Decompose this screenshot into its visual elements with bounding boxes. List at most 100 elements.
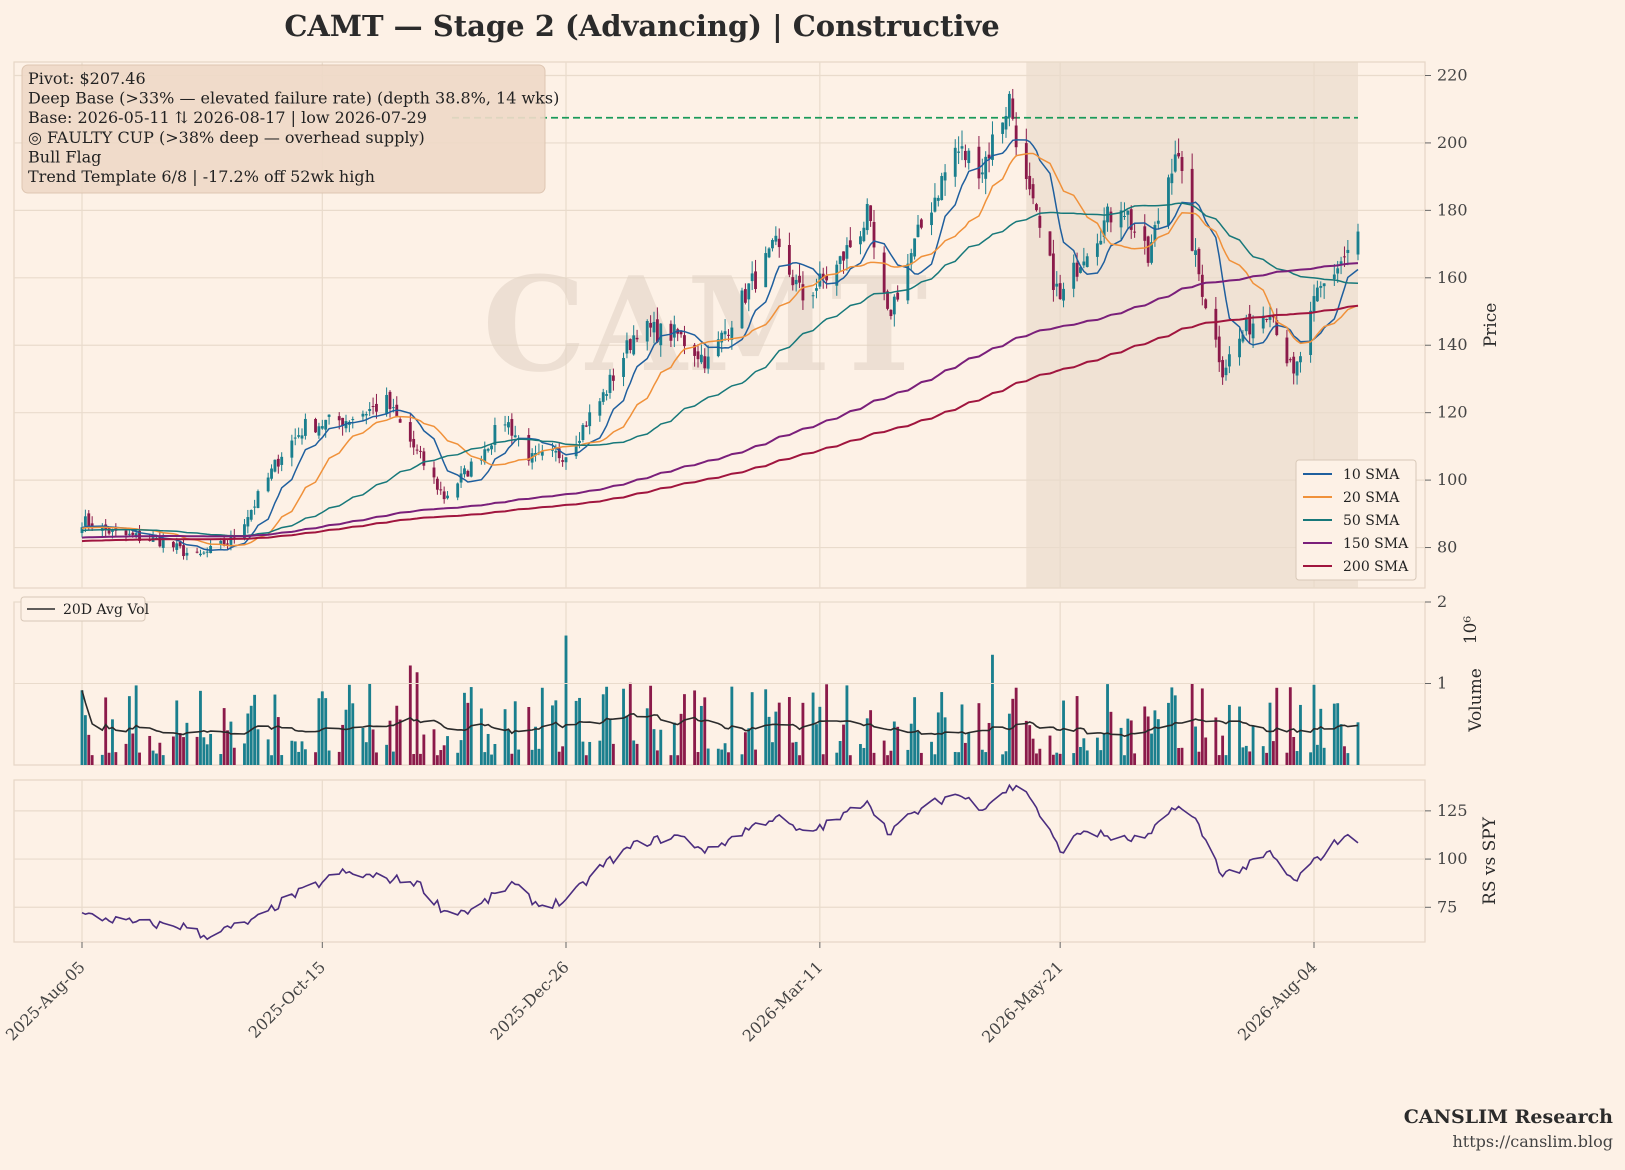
candle-body — [561, 460, 565, 462]
candle-body — [936, 197, 940, 201]
volume-bar — [1319, 708, 1323, 765]
volume-bar — [916, 731, 920, 765]
volume-bar — [253, 694, 257, 765]
legend-label-20: 20 SMA — [1343, 490, 1400, 506]
volume-bar — [229, 721, 233, 765]
volume-bar — [835, 752, 839, 765]
volume-bar — [1035, 753, 1038, 765]
candle-body — [205, 551, 209, 553]
candle-body — [273, 459, 277, 472]
candle-body — [821, 273, 825, 279]
volume-bar — [1011, 698, 1015, 765]
volume-bar — [303, 749, 307, 765]
candle-body — [124, 530, 128, 536]
volume-bar — [155, 753, 158, 765]
volume-bar — [1343, 746, 1346, 765]
volume-bar — [963, 742, 967, 765]
volume-bar — [127, 696, 131, 765]
candle-body — [683, 335, 686, 347]
candle-body — [963, 150, 967, 161]
candle-body — [1028, 175, 1032, 190]
volume-bar — [818, 706, 822, 765]
volume-bar — [1048, 735, 1052, 765]
volume-bar — [446, 736, 449, 765]
candle-body — [622, 357, 625, 377]
candle-body — [199, 553, 202, 556]
candle-body — [1190, 168, 1194, 251]
candle-body — [442, 491, 446, 500]
candle-body — [578, 440, 581, 443]
volume-bar — [886, 755, 889, 765]
volume-bar — [1248, 751, 1252, 765]
volume-bar — [415, 672, 419, 765]
price-tick-label: 180 — [1437, 200, 1468, 219]
volume-bar — [845, 685, 849, 765]
candle-body — [913, 238, 917, 257]
candle-body — [388, 391, 392, 409]
volume-bar — [388, 720, 392, 765]
candle-body — [1014, 125, 1018, 148]
volume-bar — [1332, 703, 1336, 765]
candle-body — [811, 295, 815, 297]
candle-body — [882, 252, 886, 293]
volume-bar — [1200, 688, 1204, 765]
volume-bar — [104, 697, 108, 765]
candle-body — [222, 539, 226, 546]
volume-bar — [987, 722, 991, 765]
volume-bar — [1224, 755, 1228, 765]
candle-body — [100, 525, 104, 531]
volume-bar — [706, 748, 710, 765]
candle-body — [554, 450, 558, 453]
candle-body — [1143, 226, 1147, 241]
candle-body — [869, 205, 873, 221]
candle-body — [601, 392, 605, 402]
volume-bar — [967, 732, 971, 765]
volume-bar — [1295, 751, 1299, 765]
candle-body — [1346, 249, 1350, 254]
candle-body — [764, 253, 768, 288]
volume-bar — [720, 749, 724, 765]
volume-bar — [659, 729, 663, 765]
volume-bar — [341, 724, 345, 765]
candle-body — [293, 437, 297, 439]
volume-bar — [114, 752, 118, 765]
candle-body — [1319, 286, 1323, 288]
volume-bar — [892, 721, 896, 765]
volume-bar — [622, 688, 625, 765]
volume-bar — [557, 751, 561, 765]
volume-bar — [243, 743, 246, 765]
candle-body — [276, 458, 280, 467]
volume-bar — [1265, 752, 1269, 765]
volume-bar — [1079, 746, 1082, 765]
volume-bar — [87, 734, 91, 765]
candle-body — [632, 335, 636, 355]
volume-bar — [872, 752, 876, 765]
candle-body — [303, 418, 307, 436]
candle-body — [838, 256, 842, 265]
candle-body — [886, 291, 889, 309]
volume-bar — [1085, 750, 1089, 765]
volume-bar — [1075, 696, 1079, 765]
volume-bar — [466, 702, 470, 765]
candle-body — [747, 283, 751, 300]
volume-bar — [1221, 735, 1225, 765]
volume-bar — [80, 690, 84, 765]
volume-bar — [517, 749, 521, 765]
volume-bar — [1014, 687, 1018, 765]
annotation-line: Trend Template 6/8 | -17.2% off 52wk hig… — [28, 167, 375, 186]
volume-bar — [412, 754, 416, 765]
volume-bar — [351, 703, 355, 765]
candle-body — [456, 483, 460, 498]
volume-scale-label: 10⁶ — [1461, 616, 1481, 645]
volume-bar — [791, 742, 795, 765]
volume-bar — [422, 734, 426, 765]
volume-bar — [825, 684, 829, 765]
candle-body — [229, 536, 233, 545]
candle-body — [1332, 274, 1336, 280]
volume-bar — [459, 740, 463, 765]
rs-panel-frame — [13, 779, 1426, 943]
candle-body — [337, 416, 341, 421]
candle-body — [398, 419, 402, 423]
sma-legend-box — [1295, 459, 1417, 581]
volume-bar — [1251, 726, 1255, 765]
